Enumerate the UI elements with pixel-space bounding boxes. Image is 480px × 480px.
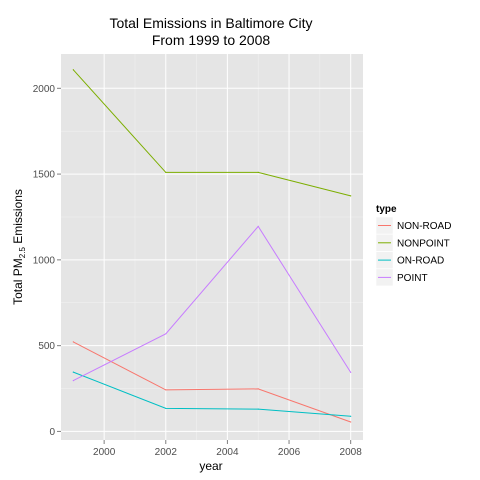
y-axis-title-main: Total PM [11, 258, 25, 305]
y-tick-label: 0 [49, 427, 55, 438]
legend-label: POINT [397, 273, 428, 284]
series-line-nonpoint [72, 69, 351, 197]
x-tick-label: 2000 [93, 447, 116, 458]
y-axis: 0 500 1000 1500 2000 [33, 84, 61, 438]
data-point-point [72, 380, 74, 382]
data-point-on-road [257, 408, 259, 410]
plot-panel [61, 54, 363, 440]
panel-background [61, 54, 363, 440]
y-tick-label: 1000 [33, 255, 56, 266]
x-tick-label: 2006 [278, 447, 301, 458]
data-point-on-road [350, 415, 352, 417]
data-point-non-road [72, 341, 74, 343]
legend-items: NON-ROAD NONPOINT ON-ROAD POINT [375, 216, 451, 287]
data-point-point [257, 225, 259, 228]
x-tick-label: 2004 [216, 447, 239, 458]
data-point-non-road [165, 389, 167, 391]
minor-gridlines [61, 54, 363, 440]
y-tick-label: 2000 [33, 84, 56, 95]
y-axis-title-subscript: 2.5 [18, 247, 27, 259]
x-tick-label: 2002 [155, 447, 178, 458]
series-line-non-road [73, 341, 351, 423]
legend-label: NONPOINT [397, 238, 450, 249]
data-point-nonpoint [72, 69, 74, 71]
data-point-non-road [350, 421, 352, 423]
x-tick-label: 2008 [340, 447, 363, 458]
legend-item-on-road: ON-ROAD [375, 251, 444, 269]
data-point-nonpoint [350, 195, 352, 197]
legend-item-non-road: NON-ROAD [375, 216, 451, 235]
y-axis-title-tail: Emissions [11, 189, 25, 247]
legend-title: type [376, 204, 397, 215]
legend: type NON-ROAD NONPOINT ON-ROAD POINT [375, 204, 451, 287]
chart-subtitle: From 1999 to 2008 [152, 32, 271, 48]
x-axis-title: year [199, 459, 222, 473]
chart-title: Total Emissions in Baltimore City [109, 15, 312, 31]
data-point-on-road [165, 407, 167, 410]
series-line-point [73, 225, 352, 382]
data-point-point [165, 333, 167, 335]
series-lines [72, 69, 352, 423]
legend-item-point: POINT [375, 268, 428, 287]
data-point-nonpoint [165, 171, 167, 173]
legend-item-nonpoint: NONPOINT [375, 234, 450, 252]
series-line-on-road [73, 371, 351, 417]
data-point-point [350, 371, 352, 374]
data-point-non-road [257, 388, 259, 390]
legend-label: NON-ROAD [397, 221, 451, 232]
y-axis-title: Total PM2.5 Emissions [11, 189, 27, 305]
data-point-nonpoint [257, 171, 259, 173]
major-gridlines [61, 54, 363, 440]
legend-label: ON-ROAD [397, 256, 444, 267]
y-tick-label: 1500 [33, 170, 56, 181]
data-point-on-road [72, 371, 74, 373]
y-tick-label: 500 [38, 341, 55, 352]
x-axis: 2000 2002 2004 2006 2008 [93, 440, 362, 458]
